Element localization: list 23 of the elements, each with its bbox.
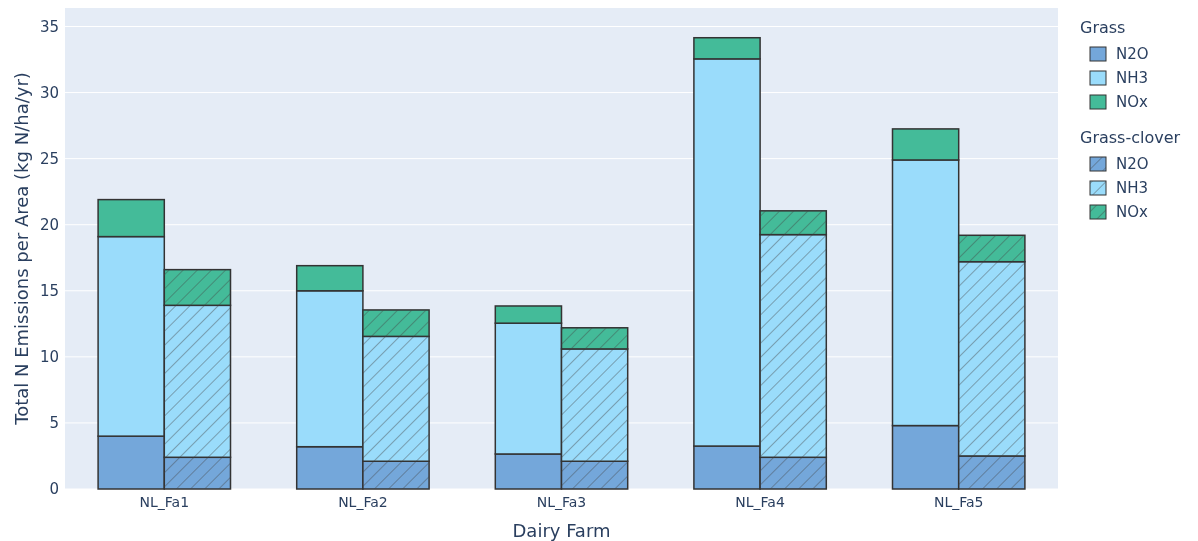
x-tick-label: NL_Fa2 — [338, 494, 388, 510]
x-tick-label: NL_Fa5 — [933, 494, 984, 510]
x-tick-label: NL_Fa4 — [735, 494, 785, 510]
legend-label: N2O — [1116, 155, 1149, 173]
legend-label: NOx — [1116, 203, 1149, 221]
legend-label: N2O — [1116, 45, 1149, 63]
legend-label: NH3 — [1116, 179, 1149, 197]
x-tick-label: NL_Fa3 — [536, 494, 587, 510]
x-tick-label: NL_Fa1 — [139, 494, 190, 510]
y-tick-label: 20 — [39, 215, 59, 234]
y-tick-label: 30 — [39, 83, 59, 102]
y-tick-label: 10 — [39, 348, 59, 367]
legend-label: NOx — [1116, 93, 1149, 111]
legend-label: NH3 — [1116, 69, 1149, 87]
x-axis-title: Dairy Farm — [512, 520, 611, 541]
text: Grass-clover — [1080, 128, 1181, 147]
y-tick-label: 5 — [49, 414, 59, 433]
y-axis-title: Total N Emissions per Area (kg N/ha/yr) — [11, 72, 32, 426]
y-tick-label: 15 — [39, 282, 59, 301]
y-tick-label: 25 — [39, 149, 59, 168]
y-tick-label: 35 — [39, 17, 59, 36]
text: Grass — [1080, 18, 1126, 37]
y-tick-label: 0 — [49, 480, 59, 499]
